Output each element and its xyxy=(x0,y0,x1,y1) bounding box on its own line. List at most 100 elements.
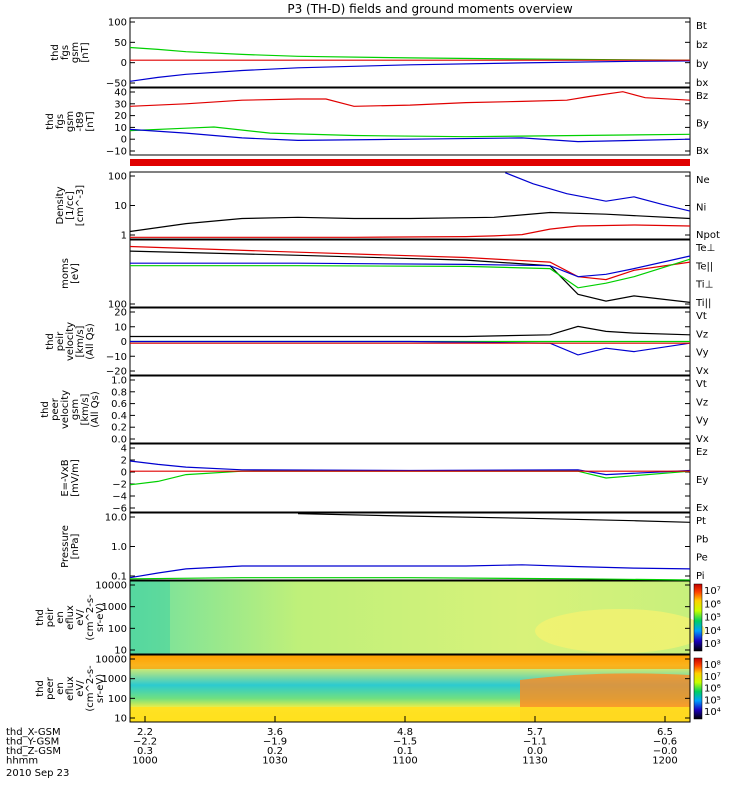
legend-Ti⊥: Ti⊥ xyxy=(695,280,713,291)
legend-Vz: Vz xyxy=(696,329,708,340)
ylabel-line: [nPa] xyxy=(70,533,81,559)
ytick-label: 10 xyxy=(114,123,127,134)
red-separator-bar xyxy=(130,159,690,166)
ytick-label: 20 xyxy=(114,111,127,122)
colorbar-tick-label: 10⁴ xyxy=(704,626,721,637)
colorbar-p9 xyxy=(693,583,703,652)
ephemeris-value: 5.7 xyxy=(527,727,543,738)
panel-frame-p9 xyxy=(129,580,691,655)
legend-Ni: Ni xyxy=(696,203,706,214)
ylabel-line: [nT] xyxy=(85,111,96,131)
ylabel-line: (All Qs) xyxy=(85,323,96,360)
ytick-label: 0 xyxy=(121,337,127,348)
ephemeris-value: −0.0 xyxy=(653,746,677,757)
legend-Vy: Vy xyxy=(696,416,709,427)
legend-Vx: Vx xyxy=(696,434,709,445)
series-Vt xyxy=(130,325,691,338)
series-Ti|| xyxy=(130,258,691,289)
ytick-label: −4 xyxy=(112,492,127,503)
spectrogram-bottom-band xyxy=(130,707,690,722)
series-By xyxy=(129,126,691,138)
ephemeris-value: −1.5 xyxy=(393,737,417,748)
ytick-label: 4 xyxy=(121,444,127,455)
series-Pt xyxy=(297,513,691,523)
ylabel-line: eflux xyxy=(65,605,76,630)
ephemeris-value: 4.8 xyxy=(397,727,413,738)
panel-p8: 10.0 1.0 0.1 Pressure [nPa] Pt Pb Pe Pi xyxy=(60,512,708,583)
panel-frame-p1 xyxy=(129,17,691,88)
legend-Pe: Pe xyxy=(696,553,708,564)
legend-Vy: Vy xyxy=(696,348,709,359)
ytick-label: 100 xyxy=(108,624,127,635)
ytick-label: 0.1 xyxy=(111,572,127,583)
ephemeris-row-label: thd_Z-GSM xyxy=(6,746,61,757)
ylabel-line: en xyxy=(55,682,66,695)
ephemeris-value: 1000 xyxy=(132,756,157,767)
ylabel-line: thd xyxy=(45,113,56,130)
ephemeris-value: −0.6 xyxy=(653,737,677,748)
legend-Pi: Pi xyxy=(696,571,705,582)
ephemeris-value: −2.2 xyxy=(133,737,157,748)
series-bx xyxy=(129,60,691,82)
ytick-label: −10 xyxy=(106,147,127,158)
ytick-label: −50 xyxy=(106,79,127,90)
series-Ne xyxy=(130,224,691,238)
series-Pe xyxy=(129,577,691,581)
colorbar-tick-label: 10⁴ xyxy=(704,707,721,718)
ephemeris-row-label: thd_Y-GSM xyxy=(6,737,59,748)
ephemeris-block: thd_X-GSM 2.2 3.6 4.8 5.7 6.5 thd_Y-GSM −2.2 −1.… xyxy=(6,716,678,767)
ylabel-line: (cm^2-s- xyxy=(85,665,96,712)
series-by xyxy=(129,46,691,61)
series-Ti⊥ xyxy=(130,255,691,278)
panel-p3: 100 10 1 Density [1/cc] [cm^-3] Ne Ni Npot xyxy=(55,171,720,242)
series-Ex xyxy=(129,460,691,476)
ytick-label: −10 xyxy=(106,352,127,363)
ytick-label: 10 xyxy=(114,714,127,725)
ytick-label: 1000 xyxy=(102,674,127,685)
ylabel-line: thd xyxy=(45,333,56,350)
ylabel-line: Density xyxy=(55,186,66,224)
legend-Vx: Vx xyxy=(696,366,709,377)
series-Ni xyxy=(129,211,691,233)
ytick-label: 50 xyxy=(114,38,127,49)
legend-Te||: Te|| xyxy=(695,261,713,272)
ephemeris-value: 1200 xyxy=(652,756,677,767)
legend-Te⊥: Te⊥ xyxy=(695,243,715,254)
ytick-label: 0.2 xyxy=(111,423,127,434)
ephemeris-row-label: thd_X-GSM xyxy=(6,727,61,738)
legend-Ez: Ez xyxy=(696,447,708,458)
ylabel-line: gsm xyxy=(70,42,81,63)
colorbar-tick-label: 10⁶ xyxy=(704,599,721,610)
ytick-label: 2 xyxy=(121,456,127,467)
ephemeris-value: 0.3 xyxy=(137,746,153,757)
ylabel-line: thd xyxy=(50,44,61,61)
legend-Bt: Bt xyxy=(696,21,707,32)
ytick-label: 10000 xyxy=(95,655,127,666)
ytick-label: 20 xyxy=(114,308,127,319)
ylabel-line: -t89 xyxy=(75,111,86,131)
ylabel-line: sr-eV) xyxy=(95,674,106,703)
colorbar-tick-label: 10⁷ xyxy=(704,586,721,597)
ylabel-line: [nT] xyxy=(80,42,91,62)
ylabel-line: sr-eV) xyxy=(95,603,106,632)
ylabel-line: [1/cc] xyxy=(65,191,76,220)
ylabel-line: peer xyxy=(50,397,61,421)
panel-frame-p7 xyxy=(129,443,691,513)
legend-Pt: Pt xyxy=(696,516,706,527)
ylabel-line: velocity xyxy=(65,322,76,361)
ytick-label: 1.0 xyxy=(111,542,127,553)
legend-bz: bz xyxy=(696,40,708,51)
series-Bz xyxy=(129,91,691,107)
legend-Npot: Npot xyxy=(696,230,720,241)
panel-frame-p4 xyxy=(129,239,691,308)
figure-title: P3 (TH-D) fields and ground moments over… xyxy=(287,2,572,16)
ytick-label: −20 xyxy=(106,367,127,378)
ylabel-line: [eV] xyxy=(70,263,81,284)
ylabel-line: moms xyxy=(60,258,71,289)
legend-Ti||: Ti|| xyxy=(695,298,711,309)
ytick-label: 0.0 xyxy=(111,435,127,446)
ytick-label: 0.6 xyxy=(111,399,127,410)
spectrogram-high-flux-region xyxy=(535,609,705,653)
